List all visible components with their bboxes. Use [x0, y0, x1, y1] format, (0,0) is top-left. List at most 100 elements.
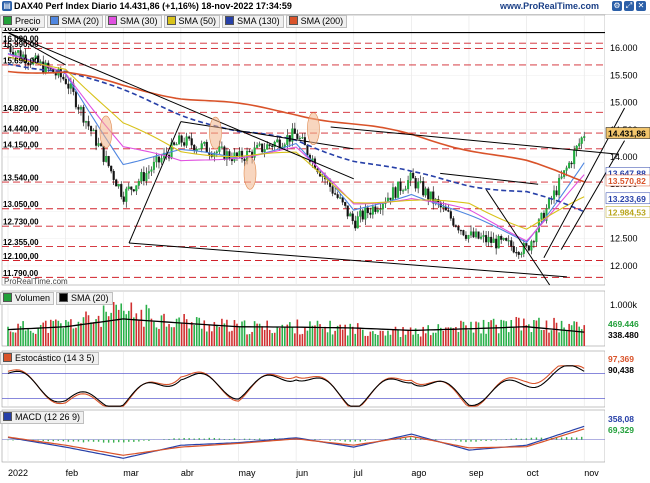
macd-histogram-bar: [112, 439, 115, 443]
candle-body: [467, 235, 470, 239]
candle-body: [515, 252, 518, 254]
candle-body: [402, 190, 405, 192]
legend-item[interactable]: Estocástico (14 3 5): [0, 352, 99, 365]
volume-bar: [183, 314, 185, 346]
candle-body: [92, 129, 95, 132]
legend-item[interactable]: SMA (30): [105, 15, 162, 28]
legend-item[interactable]: SMA (130): [222, 15, 284, 28]
candle-body: [235, 152, 239, 157]
macd-histogram-bar: [123, 439, 125, 443]
candle-body: [404, 188, 407, 191]
volume-bar: [470, 321, 472, 346]
trendline: [485, 189, 551, 286]
legend-item[interactable]: SMA (50): [163, 15, 221, 28]
macd-histogram-bar: [243, 438, 246, 440]
candle-body: [517, 252, 520, 255]
candle-body: [389, 197, 392, 200]
volume-bar: [193, 325, 196, 346]
site-link[interactable]: www.ProRealTime.com: [500, 1, 600, 11]
candle-body: [301, 137, 304, 139]
value-tag-text: 13.233,69: [608, 194, 646, 204]
volume-bar: [349, 323, 352, 346]
legend-item[interactable]: SMA (200): [285, 15, 348, 28]
volume-bar: [339, 324, 341, 346]
candle-body: [248, 150, 251, 153]
volume-bar: [492, 318, 495, 346]
stochastic-value-tag: 90,438: [608, 365, 634, 375]
level-label: 12.100,00: [3, 252, 39, 261]
macd-histogram-bar: [530, 437, 533, 440]
candle-body: [27, 63, 30, 65]
sma-line: [7, 70, 585, 183]
volume-bar: [525, 325, 528, 346]
candle-body: [87, 121, 90, 127]
trendline: [7, 32, 66, 66]
macd-histogram-bar: [193, 438, 195, 440]
candle-body: [407, 180, 410, 190]
volume-bar: [563, 327, 565, 346]
volume-bar: [238, 326, 241, 346]
zoom-icon[interactable]: ⤢: [624, 1, 634, 11]
chart-icon[interactable]: ▤: [2, 1, 12, 11]
candle-body: [243, 158, 246, 162]
candle-body: [49, 68, 52, 70]
volume-bar: [133, 317, 135, 346]
candle-body: [298, 137, 301, 140]
volume-bar: [422, 326, 424, 346]
candle-body: [107, 156, 110, 167]
settings-icon[interactable]: ⚙: [612, 1, 622, 11]
volume-bar: [190, 322, 193, 346]
macd-histogram-bar: [525, 438, 528, 440]
volume-bar: [173, 327, 175, 346]
macd-value-tag: 69,329: [608, 425, 634, 435]
volume-bar: [502, 320, 505, 346]
candle-body: [573, 150, 576, 165]
volume-bar: [309, 321, 311, 346]
candle-body: [487, 236, 490, 243]
candle-body: [500, 235, 503, 240]
candle-body: [100, 143, 103, 147]
candle-body: [273, 141, 276, 147]
volume-bar: [120, 303, 123, 346]
volume-bar: [379, 330, 382, 346]
candle-body: [147, 171, 150, 174]
candle-body: [102, 145, 105, 162]
candle-body: [150, 169, 153, 172]
volume-bar: [200, 328, 203, 346]
volume-bar: [77, 321, 80, 346]
macd-histogram-bar: [475, 439, 477, 442]
volume-bar: [384, 335, 387, 346]
volume-bar: [545, 320, 548, 346]
volume-bar: [44, 320, 47, 346]
x-tick-label: feb: [66, 468, 79, 478]
volume-bar: [67, 321, 70, 346]
legend-item[interactable]: SMA (20): [46, 15, 104, 28]
legend-item[interactable]: Precio: [0, 15, 45, 28]
volume-bar: [331, 334, 334, 346]
candle-body: [256, 145, 259, 148]
volume-bar: [341, 329, 344, 346]
legend-item[interactable]: MACD (12 26 9): [0, 411, 85, 424]
macd-histogram-bar: [208, 437, 211, 440]
highlight-ellipse: [307, 112, 320, 145]
macd-histogram-bar: [128, 439, 130, 442]
volume-bar: [97, 315, 100, 346]
volume-bar: [460, 320, 462, 346]
close-icon[interactable]: ✕: [636, 1, 646, 11]
volume-bar: [495, 324, 497, 346]
candle-body: [266, 144, 269, 150]
candle-body: [112, 170, 115, 180]
macd-histogram-bar: [515, 438, 517, 440]
volume-bar: [372, 331, 374, 346]
candle-body: [510, 240, 513, 247]
legend-item[interactable]: Volumen: [0, 292, 55, 305]
volume-bar: [163, 313, 165, 346]
volume-bar: [223, 323, 226, 346]
volume-bar: [22, 321, 24, 346]
macd-histogram-bar: [198, 438, 200, 440]
legend-item[interactable]: SMA (20): [56, 292, 113, 305]
candle-body: [213, 152, 216, 157]
volume-bar: [301, 333, 304, 346]
macd-legend: MACD (12 26 9): [0, 411, 86, 424]
volume-bar: [550, 330, 553, 346]
